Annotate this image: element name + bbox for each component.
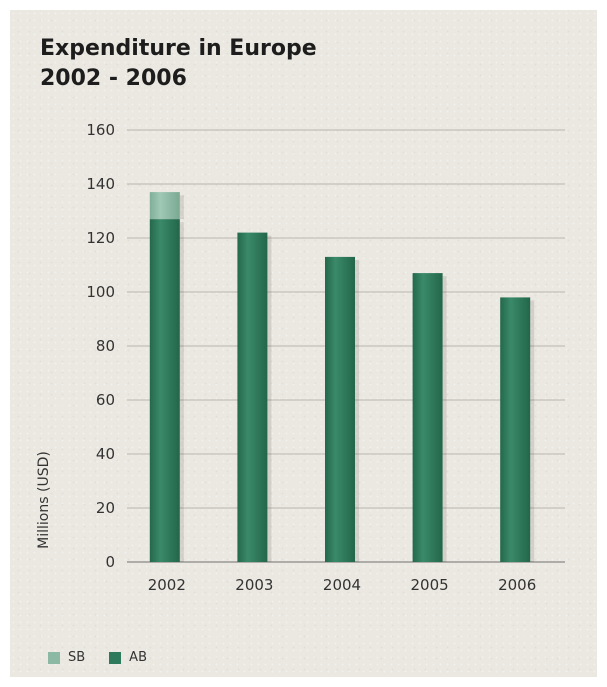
y-tick-label: 120: [86, 229, 115, 247]
bar-ab-2004: [325, 256, 355, 562]
bar-shadow: [267, 235, 272, 562]
bar-chart: 0 20 40 60 80 100 120 140 160 2002 2003 2004 2005 200…: [36, 121, 565, 594]
legend-swatch-ab: [109, 651, 122, 664]
y-tick-label: 160: [86, 121, 115, 139]
y-tick-label: 0: [105, 553, 115, 571]
legend-swatch-sb: [48, 651, 60, 664]
legend-label-sb: SB: [68, 650, 86, 665]
bar-ab-2006: [500, 297, 531, 562]
chart-title-line2: 2002 - 2006: [40, 66, 187, 91]
legend-item-sb: SB: [48, 650, 85, 665]
bar-shadow: [530, 300, 535, 562]
axis-labels: 0 20 40 60 80 100 120 140 160 2002 2003 2004 2005 200…: [86, 121, 536, 594]
chart-title: Expenditure in Europe 2002 - 2006: [40, 34, 317, 94]
y-tick-label: 20: [96, 499, 115, 517]
bar-shadow: [355, 259, 359, 562]
bar-shadow: [179, 195, 184, 220]
legend-item-ab: AB: [109, 650, 147, 665]
bar-ab-2005: [412, 273, 443, 562]
bar-sb-2002: [149, 192, 180, 220]
legend-label-ab: AB: [129, 650, 147, 665]
chart-title-line1: Expenditure in Europe: [40, 36, 317, 61]
bar-shadow: [442, 276, 447, 562]
x-tick-label: 2002: [148, 576, 186, 594]
bar-ab-2002: [149, 219, 180, 562]
bar-shadow: [179, 222, 184, 562]
y-tick-label: 100: [86, 283, 115, 301]
bars: [149, 192, 535, 562]
x-tick-label: 2003: [235, 576, 273, 594]
x-tick-label: 2004: [323, 576, 361, 594]
x-tick-label: 2006: [498, 576, 536, 594]
grid-lines: [127, 129, 565, 563]
bar-ab-2003: [237, 232, 268, 562]
x-tick-label: 2005: [411, 576, 449, 594]
y-tick-label: 60: [96, 391, 115, 409]
y-tick-label: 140: [86, 175, 115, 193]
chart-panel: Expenditure in Europe 2002 - 2006 0 20 40 60…: [10, 10, 597, 677]
y-tick-label: 80: [96, 337, 115, 355]
legend: SB AB: [48, 650, 171, 665]
y-tick-label: 40: [96, 445, 115, 463]
y-axis-label: Millions (USD): [36, 451, 52, 549]
